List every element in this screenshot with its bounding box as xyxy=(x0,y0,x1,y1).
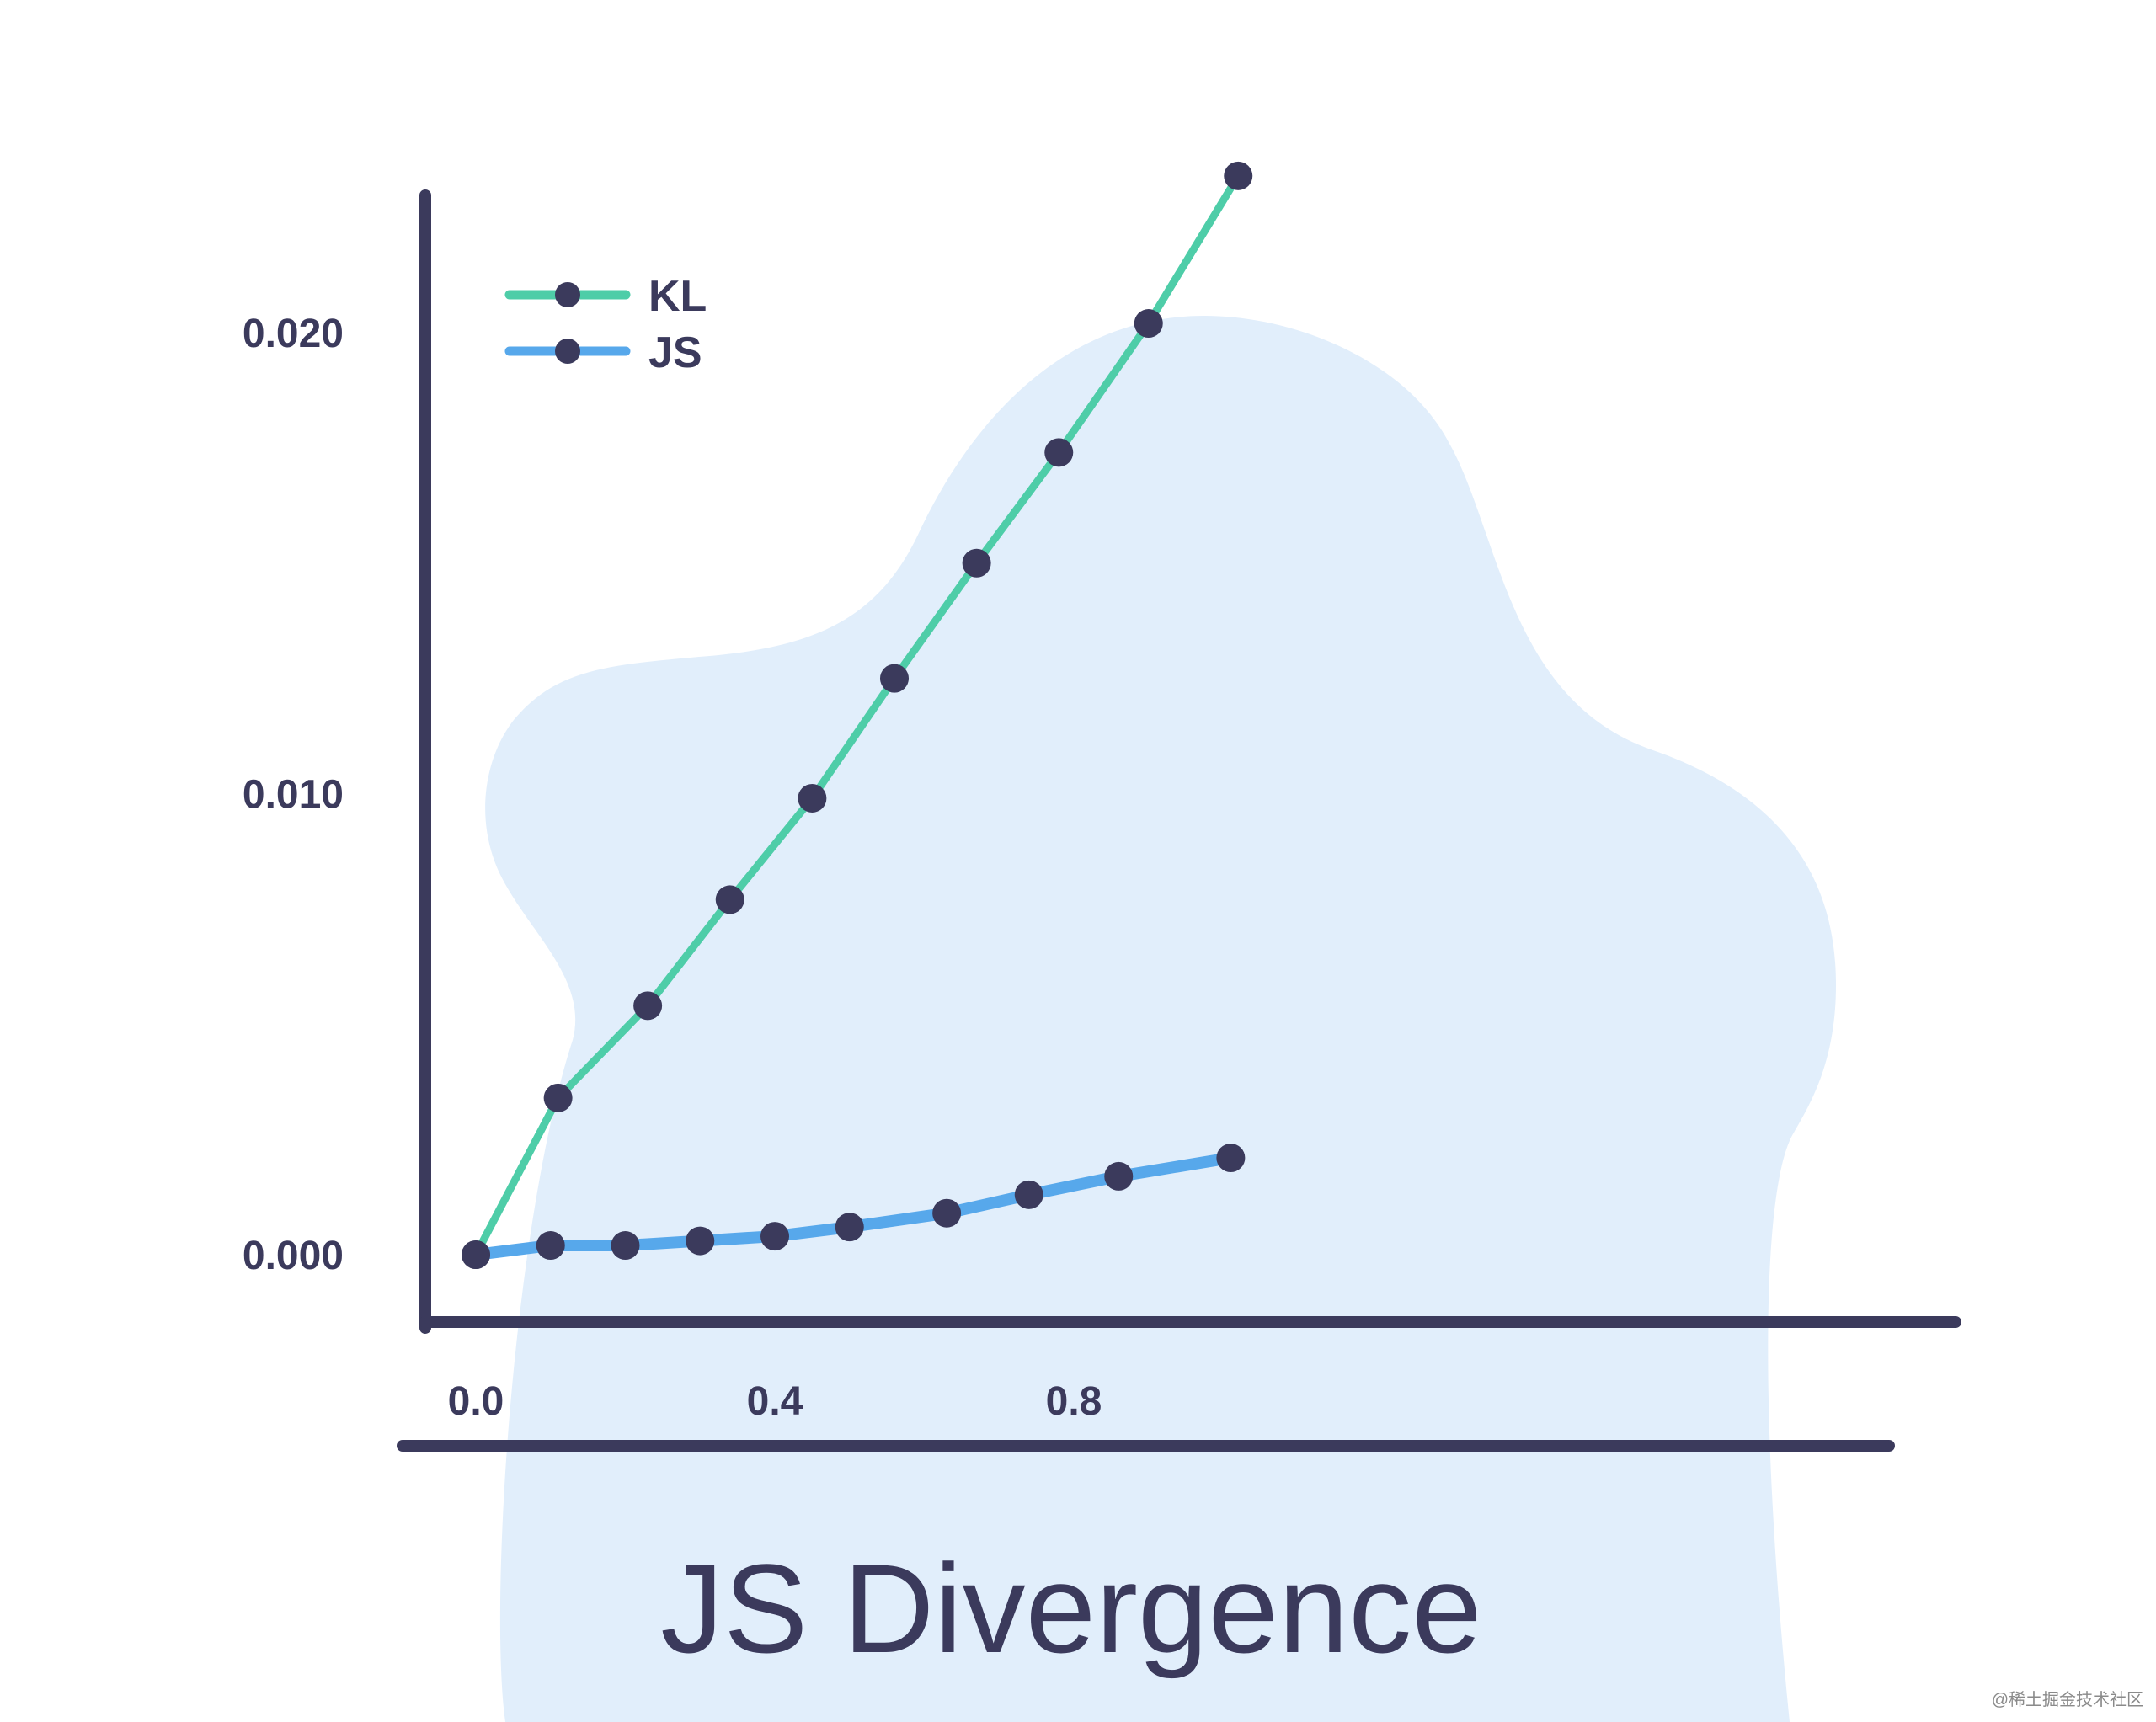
background-blob xyxy=(485,316,1836,1722)
watermark: @稀土掘金技术社区 xyxy=(1992,1690,2143,1709)
x-tick-label: 0.8 xyxy=(1046,1379,1102,1424)
legend-js-marker xyxy=(555,339,580,364)
kl-data-point xyxy=(798,783,827,813)
js-data-point xyxy=(760,1222,789,1251)
js-data-point xyxy=(611,1231,640,1261)
legend-kl-label: KL xyxy=(648,272,707,321)
kl-data-point xyxy=(715,885,744,914)
legend-kl-marker xyxy=(555,282,580,307)
js-data-point xyxy=(536,1231,565,1261)
js-series-line xyxy=(470,1152,1237,1261)
y-tick-label: 0.020 xyxy=(243,312,344,356)
kl-data-point xyxy=(633,991,663,1021)
kl-series-line xyxy=(472,172,1242,1259)
js-data-point xyxy=(932,1198,962,1228)
js-data-point xyxy=(835,1213,864,1242)
y-tick-label: 0.000 xyxy=(243,1234,344,1278)
x-tick-label: 0.4 xyxy=(747,1379,803,1424)
js-data-point xyxy=(1216,1144,1246,1173)
js-data-point xyxy=(686,1226,715,1256)
js-data-point xyxy=(1104,1161,1134,1191)
kl-data-point xyxy=(1134,309,1163,339)
legend-js-label: JS xyxy=(648,328,702,377)
x-tick-label: 0.0 xyxy=(448,1379,504,1424)
chart-title: JS Divergence xyxy=(660,1538,1481,1679)
kl-data-point xyxy=(962,548,991,578)
kl-data-point xyxy=(1224,161,1253,190)
js-data-point xyxy=(1014,1180,1043,1209)
js-data-point xyxy=(462,1240,490,1269)
kl-data-point xyxy=(1044,438,1074,467)
kl-data-point xyxy=(543,1083,573,1112)
kl-data-point xyxy=(880,664,909,693)
y-tick-label: 0.010 xyxy=(243,773,344,818)
